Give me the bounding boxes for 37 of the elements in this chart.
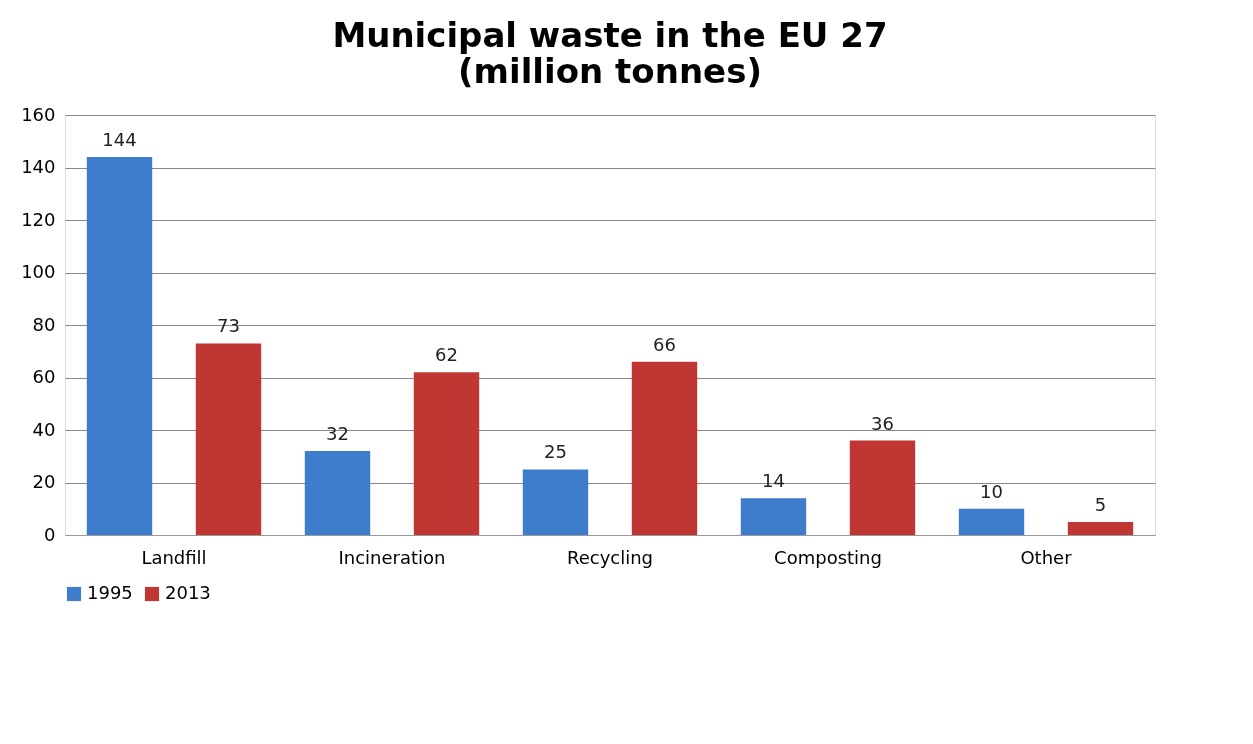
bar [740, 498, 807, 535]
bar [195, 343, 262, 535]
bar [958, 508, 1025, 535]
y-tick-label: 0 [44, 523, 56, 545]
bar [413, 372, 480, 535]
y-tick-label: 20 [32, 471, 56, 492]
y-tick-label: 160 [21, 103, 56, 125]
data-label: 66 [653, 333, 676, 355]
legend-label: 2013 [165, 582, 211, 603]
data-label: 62 [435, 344, 458, 366]
y-tick-label: 40 [32, 418, 56, 440]
y-tick-label: 60 [32, 366, 56, 387]
data-label: 25 [544, 441, 567, 463]
y-tick-label: 120 [21, 208, 56, 230]
x-tick-label: Incineration [338, 546, 446, 568]
y-tick-label: 80 [32, 313, 56, 335]
x-tick-label: Composting [774, 546, 882, 568]
data-label: 32 [326, 423, 349, 444]
x-tick-label: Other [1020, 546, 1073, 568]
data-label: 5 [1094, 493, 1107, 515]
x-tick-label: Recycling [566, 546, 654, 568]
y-tick-label: 100 [21, 261, 56, 282]
bar [522, 469, 589, 535]
chart-title: Municipal waste in the EU 27 (million tonnes) [332, 15, 888, 91]
bar [631, 361, 698, 535]
bar [86, 157, 153, 535]
data-label: 73 [217, 315, 240, 337]
data-label: 10 [980, 480, 1003, 502]
bar [1067, 521, 1134, 535]
y-tick-label: 140 [21, 156, 56, 177]
x-tick-label: Landfill [141, 546, 207, 568]
data-label: 36 [871, 412, 894, 434]
legend-label: 1995 [87, 582, 133, 603]
bar [849, 440, 916, 535]
data-label: 144 [102, 129, 137, 150]
bar [304, 451, 371, 535]
data-label: 14 [762, 470, 785, 492]
